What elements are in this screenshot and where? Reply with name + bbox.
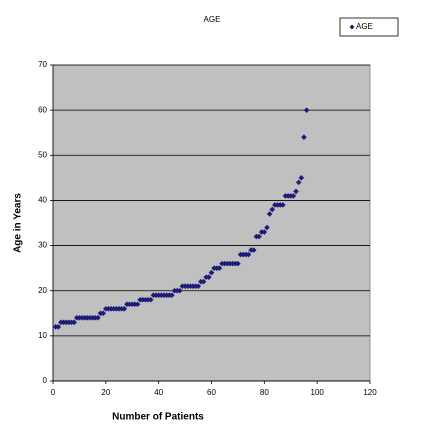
data-point — [256, 233, 262, 240]
data-point — [301, 134, 307, 141]
data-point — [208, 269, 215, 276]
data-point — [290, 193, 297, 199]
data-point — [250, 247, 257, 253]
x-tick-label: 60 — [207, 388, 216, 397]
data-point — [264, 224, 270, 231]
x-tick-label: 120 — [363, 388, 377, 397]
y-axis-label: Age in Years — [13, 193, 24, 253]
y-tick-label: 60 — [38, 105, 47, 114]
data-point — [261, 229, 268, 235]
y-tick-label: 30 — [38, 241, 47, 250]
x-axis-label: Number of Patients — [112, 412, 204, 423]
x-tick-label: 20 — [101, 388, 110, 397]
data-point — [177, 287, 183, 294]
legend-marker — [349, 24, 355, 30]
data-point — [216, 265, 223, 271]
data-point — [245, 251, 252, 258]
x-tick-label: 0 — [51, 388, 56, 397]
y-tick-label: 10 — [38, 331, 47, 340]
x-tick-label: 100 — [310, 388, 324, 397]
x-tick-label: 40 — [154, 388, 163, 397]
data-point — [55, 324, 62, 330]
data-point — [303, 107, 310, 113]
data-point — [195, 283, 202, 289]
data-point — [293, 188, 299, 195]
data-point — [280, 202, 286, 208]
y-tick-label: 20 — [38, 286, 47, 295]
chart-title: AGE — [204, 15, 221, 24]
x-tick-label: 80 — [260, 388, 269, 397]
data-point — [266, 211, 273, 217]
data-point — [295, 179, 302, 186]
data-point — [235, 260, 241, 267]
data-point — [134, 301, 141, 308]
legend-box — [339, 17, 399, 37]
data-point — [121, 305, 128, 312]
data-point — [200, 278, 207, 285]
data-point — [206, 274, 212, 280]
y-tick-label: 40 — [38, 196, 47, 205]
y-tick-label: 70 — [38, 60, 47, 69]
y-tick-label: 0 — [43, 376, 48, 385]
data-point — [95, 315, 101, 321]
data-point — [298, 175, 305, 181]
data-point — [169, 292, 175, 299]
data-point — [269, 206, 276, 213]
data-point — [100, 310, 106, 317]
data-point — [147, 296, 154, 303]
y-tick-label: 50 — [38, 150, 47, 159]
data-point — [71, 319, 77, 326]
plot-area — [52, 64, 371, 382]
legend-label: AGE — [356, 22, 373, 31]
